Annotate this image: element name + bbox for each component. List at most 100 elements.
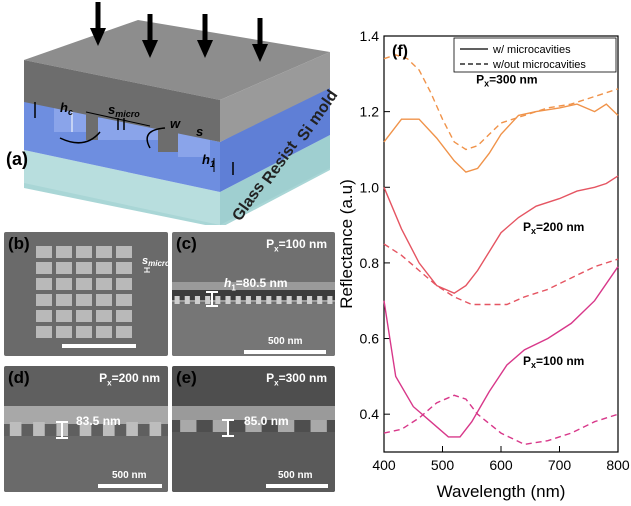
sem-image-d: (d) Px=200 nm 83.5 nm 500 nm bbox=[4, 366, 168, 492]
y-tick-label: 0.4 bbox=[360, 406, 380, 422]
legend-entry: w/ microcavities bbox=[492, 44, 571, 56]
microcavity-square bbox=[96, 310, 112, 322]
h1-symbol: h1 bbox=[202, 152, 215, 169]
microcavity-square bbox=[116, 310, 132, 322]
sem-grating-tooth bbox=[296, 296, 302, 304]
mold-pillar bbox=[86, 112, 98, 140]
si-mold-right bbox=[220, 52, 330, 142]
legend: w/ microcavities w/out microcavities bbox=[453, 37, 617, 73]
series-line-300-dashed bbox=[383, 54, 619, 151]
microcavity-square bbox=[36, 294, 52, 306]
sem-grating-tooth bbox=[276, 296, 282, 304]
microcavity-square bbox=[96, 294, 112, 306]
x-tick-label: 700 bbox=[548, 457, 572, 473]
sem-grating-tooth bbox=[79, 422, 92, 436]
w-symbol: w bbox=[170, 116, 181, 131]
sem-grating-tooth bbox=[310, 420, 327, 434]
sem-grating-tooth bbox=[194, 296, 201, 304]
sem-grating-tooth bbox=[256, 296, 262, 304]
microcavity-square bbox=[116, 326, 132, 338]
series-line-100-dashed bbox=[383, 394, 619, 446]
sem-grating-tooth bbox=[102, 422, 115, 436]
x-axis-label: Wavelength (nm) bbox=[437, 482, 566, 501]
sem-image-b: smicro (b) bbox=[4, 232, 168, 356]
scale-text-c: 500 nm bbox=[268, 336, 303, 347]
scale-bar-c bbox=[244, 350, 326, 354]
sem-grating-tooth bbox=[184, 296, 190, 304]
schematic-panel-a: hc smicro w s h1 Si mold Resist Glass (a… bbox=[6, 2, 340, 225]
microcavity-square bbox=[96, 262, 112, 274]
scale-text-e: 500 nm bbox=[278, 470, 313, 481]
legend-entry: w/out microcavities bbox=[492, 59, 586, 71]
pressure-arrows bbox=[95, 2, 263, 46]
microcavity-square bbox=[36, 262, 52, 274]
microcavity-array: smicro bbox=[36, 246, 168, 348]
sem-grating-tooth bbox=[266, 296, 272, 304]
period-annotation: Px=100 nm bbox=[523, 354, 584, 370]
microcavity-square bbox=[96, 278, 112, 290]
microcavity-square bbox=[116, 246, 132, 258]
scale-bar-e bbox=[266, 484, 328, 488]
sem-grating-tooth bbox=[235, 296, 241, 304]
sem-grating-tooth bbox=[306, 296, 313, 304]
mold-pillar bbox=[158, 126, 178, 152]
plot-frame bbox=[383, 35, 619, 453]
microcavity-square bbox=[76, 278, 92, 290]
panel-label-b: (b) bbox=[8, 234, 30, 253]
microcavity-square bbox=[76, 246, 92, 258]
y-tick-label: 1.0 bbox=[360, 179, 380, 195]
microcavity-square bbox=[56, 246, 72, 258]
microcavity-square bbox=[76, 262, 92, 274]
microcavity-square bbox=[76, 294, 92, 306]
x-tick-label: 500 bbox=[431, 457, 455, 473]
sem-grating-tooth bbox=[277, 420, 295, 434]
y-tick-label: 0.6 bbox=[360, 331, 380, 347]
sem-grating-tooth bbox=[205, 296, 211, 304]
microcavity-square bbox=[56, 326, 72, 338]
panel-label-f: (f) bbox=[392, 43, 408, 60]
reflectance-chart: 400 500 600 700 800 0.4 0.6 0.8 1.0 1.2 1.4 Wavelen… bbox=[337, 28, 630, 501]
px-label-e: Px=300 nm bbox=[266, 371, 327, 388]
sem-grating-tooth bbox=[180, 420, 197, 434]
sem-image-e: (e) Px=300 nm 85.0 nm 500 nm bbox=[172, 366, 335, 492]
series-line-300-solid bbox=[383, 103, 619, 173]
microcavity-square bbox=[56, 310, 72, 322]
microcavity-square bbox=[36, 278, 52, 290]
y-tick-label: 1.4 bbox=[360, 28, 380, 44]
px-label-d: Px=200 nm bbox=[99, 371, 160, 388]
measurement-d: 83.5 nm bbox=[76, 414, 121, 428]
y-axis-label: Reflectance (a.u) bbox=[337, 179, 356, 308]
px-label-c: Px=100 nm bbox=[266, 237, 327, 254]
x-tick-label: 400 bbox=[372, 457, 396, 473]
glass-layer-front bbox=[24, 150, 220, 225]
sem-grating-tooth bbox=[174, 296, 180, 304]
x-tick-label: 800 bbox=[606, 457, 630, 473]
microcavity-square bbox=[116, 262, 132, 274]
series-line-100-solid bbox=[383, 266, 619, 438]
measurement-c: h1=80.5 nm bbox=[224, 276, 288, 293]
panel-label-c: (c) bbox=[176, 234, 197, 253]
sem-grating-tooth bbox=[212, 420, 230, 434]
measurement-e: 85.0 nm bbox=[244, 414, 289, 428]
microcavity-square bbox=[76, 326, 92, 338]
sem-grating-tooth bbox=[33, 422, 45, 436]
sem-grating-tooth bbox=[149, 422, 162, 436]
panel-label-e: (e) bbox=[176, 368, 197, 387]
microcavity-square bbox=[96, 326, 112, 338]
microcavity-square bbox=[116, 294, 132, 306]
panel-label-d: (d) bbox=[8, 368, 30, 387]
hc-symbol: hc bbox=[60, 100, 73, 117]
flow-arrow bbox=[146, 127, 166, 149]
panel-label-a: (a) bbox=[6, 149, 28, 169]
si-mold-front bbox=[24, 60, 220, 142]
glass-layer-right bbox=[220, 135, 330, 225]
sem-grating-tooth bbox=[317, 296, 323, 304]
sem-grating-tooth bbox=[286, 296, 292, 304]
s-symbol: s bbox=[196, 124, 203, 139]
microcavity-square bbox=[36, 246, 52, 258]
sem-grating-tooth bbox=[225, 296, 231, 304]
scale-text-d: 500 nm bbox=[112, 470, 147, 481]
sem-grating-tooth bbox=[215, 296, 221, 304]
series-line-200-solid bbox=[383, 175, 619, 294]
microcavity-square bbox=[96, 246, 112, 258]
